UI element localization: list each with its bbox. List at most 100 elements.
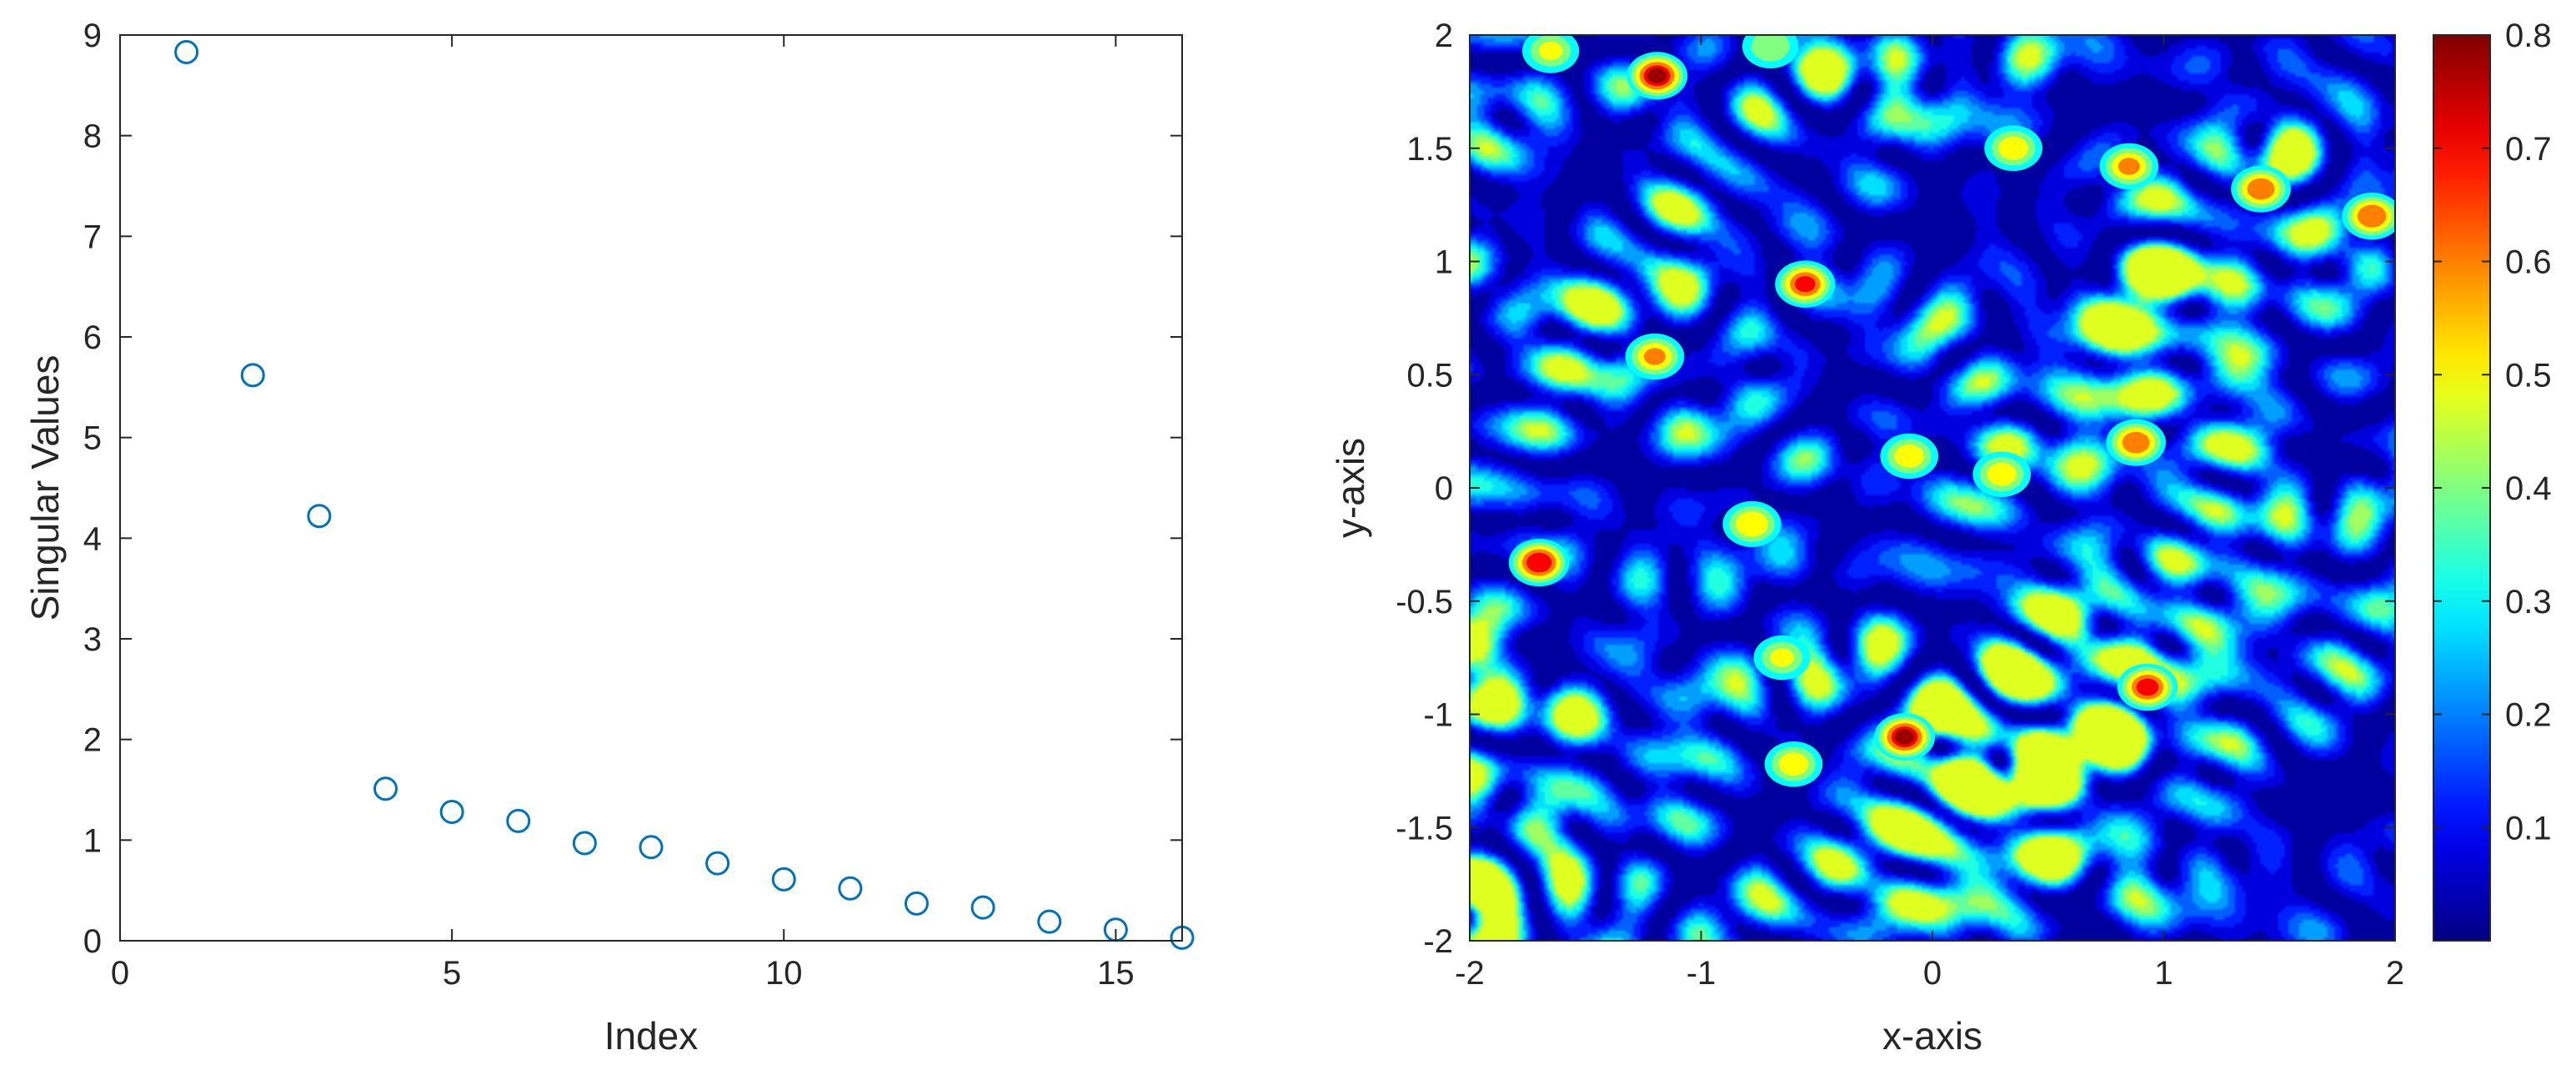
contour-peak (1880, 433, 1939, 480)
contour-peak (1626, 52, 1688, 100)
colorbar-tick-label: 0.2 (2505, 697, 2552, 734)
colorbar-tick-label: 0.4 (2505, 470, 2552, 507)
colorbar-tick-label: 0.3 (2505, 584, 2552, 620)
data-point (174, 40, 199, 65)
contour-level (1795, 276, 1816, 293)
y-tick-label: 6 (83, 319, 102, 356)
y-tick-label: -1 (1423, 697, 1453, 734)
colorbar: 0.1 0.2 0.3 0.4 0.5 0.6 0.7 0.8 (2433, 18, 2552, 942)
y-tick-label: -1.5 (1396, 810, 1453, 846)
contour-peaks (1508, 35, 2395, 787)
contour-peak (2106, 419, 2167, 466)
contour-peak (1775, 260, 1836, 308)
y-tick-label: 2 (1435, 18, 1453, 54)
data-point (307, 504, 332, 529)
contour-peak (1625, 333, 1685, 380)
data-point (240, 363, 265, 388)
contour-level (1751, 35, 1790, 62)
data-point (439, 800, 464, 825)
contour-level (1770, 648, 1794, 667)
x-tick-label: 5 (443, 955, 461, 992)
colorbar-tick-label: 0.5 (2505, 357, 2552, 394)
y-tick-label: 0.5 (1406, 357, 1453, 394)
contour-peak (1522, 35, 1580, 73)
contour-level (2357, 204, 2387, 228)
y-tick-label: 9 (83, 18, 102, 54)
colorbar-tick-label: 0.1 (2505, 810, 2552, 846)
contour-level (2117, 158, 2140, 175)
contour-level (1998, 136, 2028, 160)
y-tick-label: 7 (83, 219, 102, 255)
contour-level (1526, 552, 1552, 573)
contour-level (2122, 431, 2150, 454)
data-point (572, 831, 597, 856)
y-tick-label: -0.5 (1396, 584, 1453, 620)
contour-level (2136, 678, 2159, 696)
left-y-axis-label: Singular Values (23, 355, 67, 621)
contour-level (1894, 445, 1925, 468)
x-tick-label: -2 (1455, 955, 1485, 992)
contour-level (1643, 348, 1666, 365)
colorbar-tick-label: 0.7 (2505, 131, 2552, 168)
contour-level (1894, 729, 1915, 745)
contour-level (2247, 178, 2275, 200)
y-tick-label: 5 (83, 420, 102, 457)
contour-peak (1874, 713, 1936, 761)
y-tick-label: 4 (83, 520, 102, 557)
contour-peak (1722, 500, 1782, 547)
contour-peak (1764, 741, 1823, 787)
data-point (705, 851, 730, 876)
data-point (905, 891, 929, 916)
contour-peak (1972, 451, 2032, 497)
data-point (838, 876, 863, 901)
colorbar-ticks: 0.1 0.2 0.3 0.4 0.5 0.6 0.7 0.8 (2433, 18, 2552, 846)
left-plot-area (120, 35, 1182, 941)
contour-peak (2099, 143, 2159, 190)
y-tick-label: 0 (1435, 470, 1453, 507)
y-tick-label: 1 (83, 822, 102, 859)
data-point (970, 895, 995, 920)
right-x-axis-label: x-axis (1882, 1014, 1982, 1057)
data-point (771, 867, 796, 892)
y-tick-label: 3 (83, 621, 102, 658)
contour-level (1987, 462, 2017, 486)
contour-peak (2231, 165, 2291, 213)
right-y-axis-label: y-axis (1329, 438, 1372, 538)
data-point (373, 776, 398, 801)
contour-level (1646, 68, 1667, 84)
left-ticks: 0 5 10 15 0 1 2 3 4 5 6 7 8 9 (83, 18, 1182, 992)
contour-peak (2342, 193, 2395, 240)
contour-level (1778, 752, 1809, 776)
colorbar-tick-label: 0.6 (2505, 244, 2552, 281)
x-tick-label: 15 (1097, 955, 1135, 992)
contour-level (1736, 511, 1769, 537)
right-ticks: -2 -1 0 1 2 -2 -1.5 -1 -0.5 0 0.5 1 1.5 2 (1396, 18, 2404, 992)
contour-level (1538, 41, 1563, 61)
x-tick-label: 2 (2386, 955, 2404, 992)
x-tick-label: 0 (1923, 955, 1942, 992)
x-tick-label: 0 (111, 955, 129, 992)
contour-peak (1984, 125, 2042, 172)
y-tick-label: 1 (1435, 244, 1453, 281)
y-tick-label: -2 (1423, 923, 1453, 960)
y-tick-label: 2 (83, 722, 102, 759)
contour-peak (2117, 663, 2178, 711)
colorbar-scale (2433, 34, 2491, 942)
left-plot-marks (174, 40, 1195, 950)
x-tick-label: 10 (765, 955, 803, 992)
x-tick-label: 1 (2154, 955, 2173, 992)
x-tick-label: -1 (1686, 955, 1716, 992)
data-point (639, 835, 664, 860)
contour-peak (1742, 35, 1799, 69)
left-x-axis-label: Index (604, 1014, 699, 1057)
y-tick-label: 1.5 (1406, 131, 1453, 168)
contour-peak (1753, 635, 1811, 681)
colorbar-tick-label: 0.8 (2505, 18, 2552, 54)
left-axes-box (119, 34, 1183, 942)
data-point (506, 808, 531, 833)
y-tick-label: 8 (83, 118, 102, 155)
contour-plot: -2 -1 0 1 2 -2 -1.5 -1 -0.5 0 0.5 1 1.5 2 x-axis y-ax… (1329, 18, 2552, 1057)
contour-peak (1508, 539, 1570, 587)
singular-values-plot: 0 5 10 15 0 1 2 3 4 5 6 7 8 9 Index Singular Values (23, 18, 1195, 1057)
